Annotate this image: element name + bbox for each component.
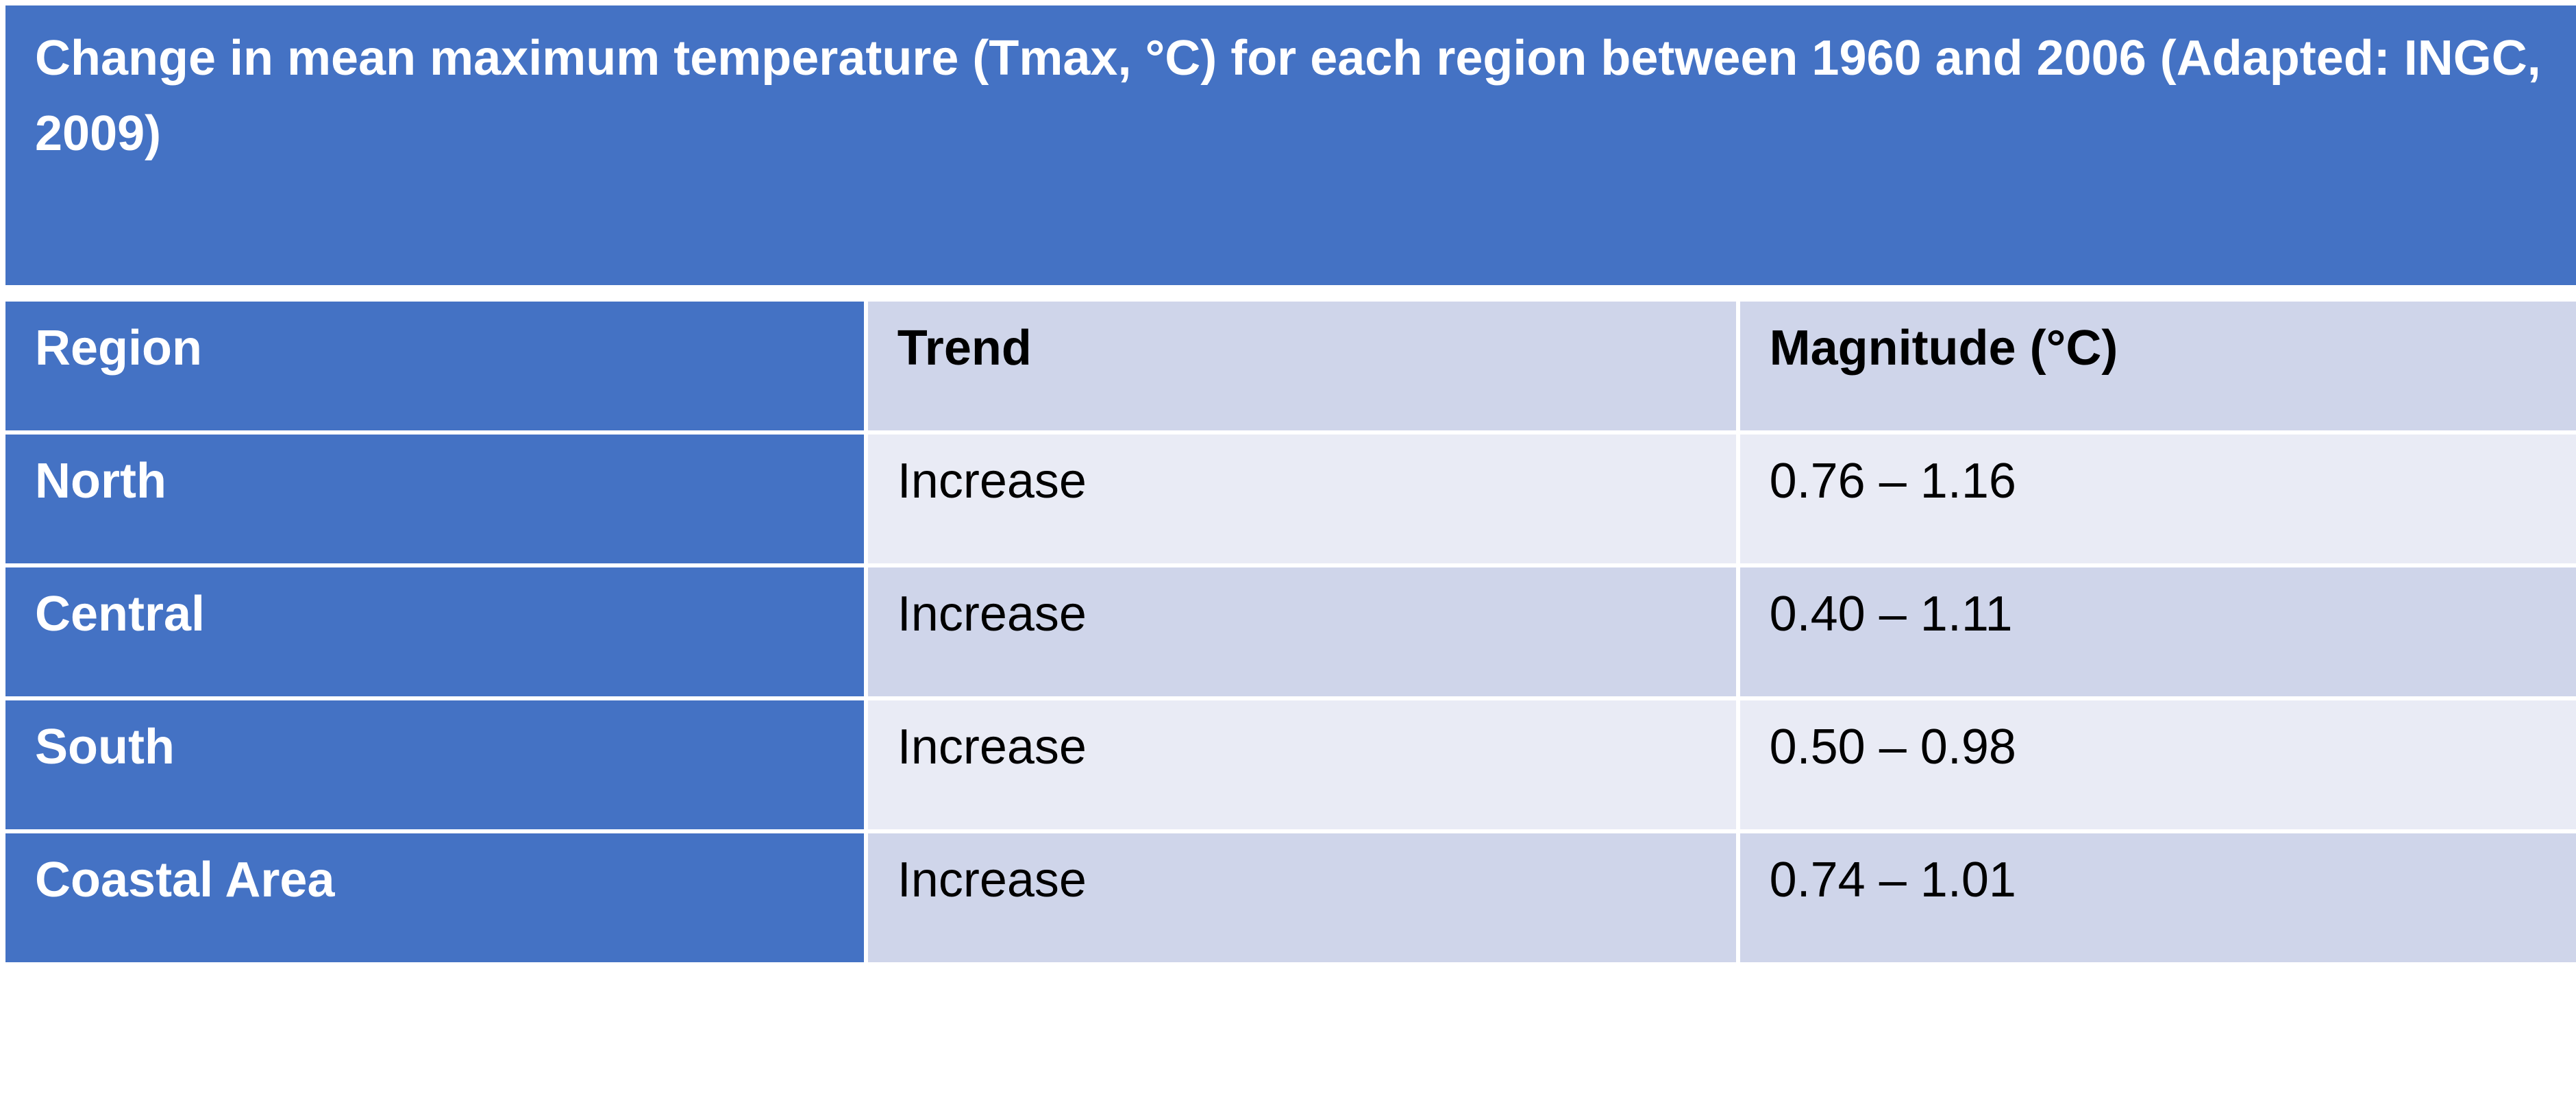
- magnitude-cell: 0.74 – 1.01: [1739, 833, 2576, 962]
- temperature-change-table: Region Trend Magnitude (°C) North Increa…: [1, 297, 2576, 966]
- trend-cell: Increase: [867, 567, 1736, 696]
- table-row: Coastal Area Increase 0.74 – 1.01: [5, 833, 2576, 962]
- table-title: Change in mean maximum temperature (Tmax…: [35, 31, 2541, 161]
- region-cell: Central: [5, 567, 864, 696]
- region-cell: Coastal Area: [5, 833, 864, 962]
- magnitude-cell: 0.40 – 1.11: [1739, 567, 2576, 696]
- trend-cell: Increase: [867, 833, 1736, 962]
- table-row: South Increase 0.50 – 0.98: [5, 700, 2576, 829]
- table-row: North Increase 0.76 – 1.16: [5, 435, 2576, 563]
- magnitude-cell: 0.50 – 0.98: [1739, 700, 2576, 829]
- title-banner: Change in mean maximum temperature (Tmax…: [5, 5, 2576, 285]
- magnitude-cell: 0.76 – 1.16: [1739, 435, 2576, 563]
- trend-cell: Increase: [867, 435, 1736, 563]
- region-cell: North: [5, 435, 864, 563]
- region-cell: South: [5, 700, 864, 829]
- trend-cell: Increase: [867, 700, 1736, 829]
- header-magnitude: Magnitude (°C): [1739, 302, 2576, 430]
- table-row: Central Increase 0.40 – 1.11: [5, 567, 2576, 696]
- header-region: Region: [5, 302, 864, 430]
- header-row: Region Trend Magnitude (°C): [5, 302, 2576, 430]
- header-trend: Trend: [867, 302, 1736, 430]
